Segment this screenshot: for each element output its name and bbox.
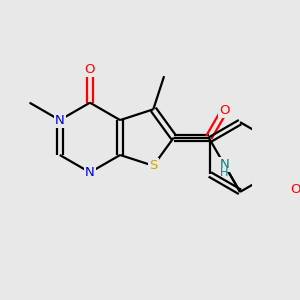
Text: S: S — [149, 159, 158, 172]
Text: H: H — [220, 168, 229, 178]
Text: O: O — [85, 63, 95, 76]
Text: O: O — [291, 183, 300, 196]
Text: N: N — [55, 114, 64, 127]
Text: N: N — [220, 158, 229, 171]
Text: O: O — [219, 104, 230, 117]
Text: N: N — [85, 166, 95, 179]
